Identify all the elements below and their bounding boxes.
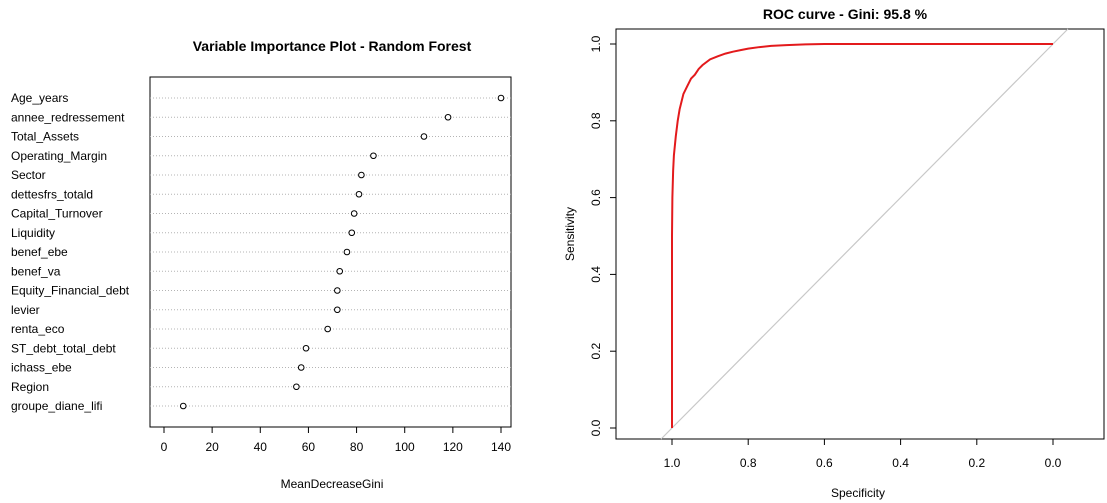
importance-point bbox=[370, 152, 377, 160]
importance-point bbox=[444, 113, 452, 121]
importance-x-tick-label: 20 bbox=[205, 440, 219, 454]
roc-x-label: Specificity bbox=[831, 486, 885, 500]
importance-x-tick-label: 60 bbox=[302, 440, 316, 454]
roc-y-tick-label: 0.2 bbox=[589, 343, 603, 360]
roc-x-tick-label: 0.2 bbox=[968, 456, 985, 470]
importance-title: Variable Importance Plot - Random Forest bbox=[193, 38, 472, 54]
roc-y-axis: 0.0 0.2 0.4 0.6 0.8 1.0 bbox=[589, 35, 616, 436]
importance-chart: Variable Importance Plot - Random Forest… bbox=[11, 38, 512, 491]
roc-y-tick-label: 0.8 bbox=[589, 112, 603, 129]
importance-point bbox=[302, 344, 310, 352]
importance-x-tick-label: 100 bbox=[395, 440, 415, 454]
importance-point bbox=[358, 171, 365, 179]
roc-plot-box bbox=[615, 28, 1105, 440]
importance-category-label: Total_Assets bbox=[11, 130, 79, 144]
importance-category-label: ichass_ebe bbox=[11, 361, 72, 375]
importance-category-label: Operating_Margin bbox=[11, 149, 107, 163]
importance-category-label: benef_va bbox=[11, 264, 61, 278]
importance-category-label: Liquidity bbox=[11, 226, 55, 240]
importance-x-tick-label: 40 bbox=[254, 440, 268, 454]
importance-point bbox=[348, 229, 356, 237]
importance-point bbox=[324, 325, 331, 333]
roc-y-tick-label: 0.4 bbox=[589, 266, 603, 283]
roc-x-axis: 1.0 0.8 0.6 0.4 0.2 0.0 bbox=[664, 439, 1062, 470]
roc-x-tick-label: 0.6 bbox=[816, 456, 833, 470]
importance-category-label: Sector bbox=[11, 168, 46, 182]
importance-x-tick-label: 120 bbox=[443, 440, 463, 454]
importance-category-label: dettesfrs_totald bbox=[11, 187, 93, 201]
importance-point bbox=[420, 133, 428, 140]
importance-rows: Age_years annee_redressement Total_Assets O… bbox=[11, 91, 511, 413]
importance-x-axis: 0 20 40 60 80 100 120 140 bbox=[161, 427, 511, 454]
importance-category-label: renta_eco bbox=[11, 322, 65, 336]
importance-category-label: Equity_Financial_debt bbox=[11, 284, 130, 298]
importance-x-label: MeanDecreaseGini bbox=[281, 477, 384, 491]
importance-x-tick-label: 80 bbox=[350, 440, 364, 454]
roc-curve-line bbox=[671, 43, 1053, 428]
roc-reference-line bbox=[660, 28, 1069, 440]
roc-chart: ROC curve - Gini: 95.8 % 1.0 0.8 0.6 0.4 0.2… bbox=[563, 6, 1105, 500]
importance-point bbox=[293, 383, 300, 391]
importance-point bbox=[297, 364, 305, 371]
importance-point bbox=[343, 248, 351, 256]
roc-x-tick-label: 1.0 bbox=[664, 456, 681, 470]
importance-category-label: groupe_diane_lifi bbox=[11, 399, 102, 413]
roc-x-tick-label: 0.0 bbox=[1045, 456, 1062, 470]
importance-point bbox=[334, 287, 341, 294]
roc-x-tick-label: 0.4 bbox=[892, 456, 909, 470]
roc-y-tick-label: 0.6 bbox=[589, 189, 603, 206]
importance-point bbox=[355, 190, 363, 198]
importance-category-label: Capital_Turnover bbox=[11, 207, 103, 221]
importance-category-label: ST_debt_total_debt bbox=[11, 341, 116, 355]
importance-point bbox=[336, 267, 344, 275]
roc-x-tick-label: 0.8 bbox=[740, 456, 757, 470]
importance-point bbox=[334, 306, 341, 314]
importance-category-label: levier bbox=[11, 303, 40, 317]
importance-category-label: Age_years bbox=[11, 91, 68, 105]
roc-y-label: Sensitivity bbox=[563, 207, 577, 261]
roc-y-tick-label: 1.0 bbox=[589, 35, 603, 52]
roc-y-tick-label: 0.0 bbox=[589, 419, 603, 436]
roc-title: ROC curve - Gini: 95.8 % bbox=[763, 6, 928, 22]
importance-x-tick-label: 140 bbox=[491, 440, 511, 454]
importance-point bbox=[179, 402, 187, 410]
importance-category-label: benef_ebe bbox=[11, 245, 68, 259]
importance-point bbox=[350, 210, 358, 217]
importance-category-label: Region bbox=[11, 380, 49, 394]
importance-category-label: annee_redressement bbox=[11, 110, 125, 124]
importance-x-tick-label: 0 bbox=[161, 440, 168, 454]
importance-point bbox=[497, 94, 505, 102]
